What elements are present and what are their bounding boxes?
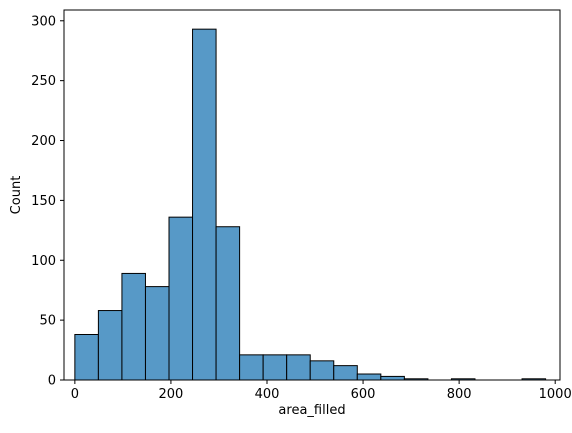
bars [74,28,547,381]
x-tick-label: 200 [159,387,184,402]
histogram-bar [262,354,288,381]
x-tick-label: 400 [255,387,280,402]
histogram-bar [333,365,358,381]
y-tick-label: 0 [48,374,56,389]
histogram-bar [192,28,217,381]
x-axis-label: area_filled [278,403,345,418]
y-tick-label: 150 [31,194,56,209]
histogram-bar [356,373,382,381]
histogram-bar [74,333,99,381]
y-tick-label: 50 [39,314,56,329]
x-tick-label: 0 [71,387,79,402]
y-tick-label: 200 [31,134,56,149]
histogram-bar [239,354,264,381]
histogram-bar [215,226,241,381]
y-tick-label: 250 [31,74,56,89]
histogram-bar [380,375,405,381]
y-tick-label: 100 [31,254,56,269]
y-axis-ticks: 0 50 100 150 200 250 300 [31,14,64,389]
histogram-bar [97,310,123,381]
y-axis-label: Count [9,176,24,215]
y-tick-label: 300 [31,14,56,29]
x-axis-ticks: 0 200 400 600 800 1000 [71,380,572,402]
x-tick-label: 600 [351,387,376,402]
histogram-bar [309,360,335,381]
histogram-bar [286,354,311,381]
x-tick-label: 1000 [539,387,572,402]
histogram-bar [168,216,194,381]
plot-frame [63,9,561,381]
histogram-bar [121,272,146,381]
x-tick-label: 800 [447,387,472,402]
histogram-bar [144,286,170,381]
